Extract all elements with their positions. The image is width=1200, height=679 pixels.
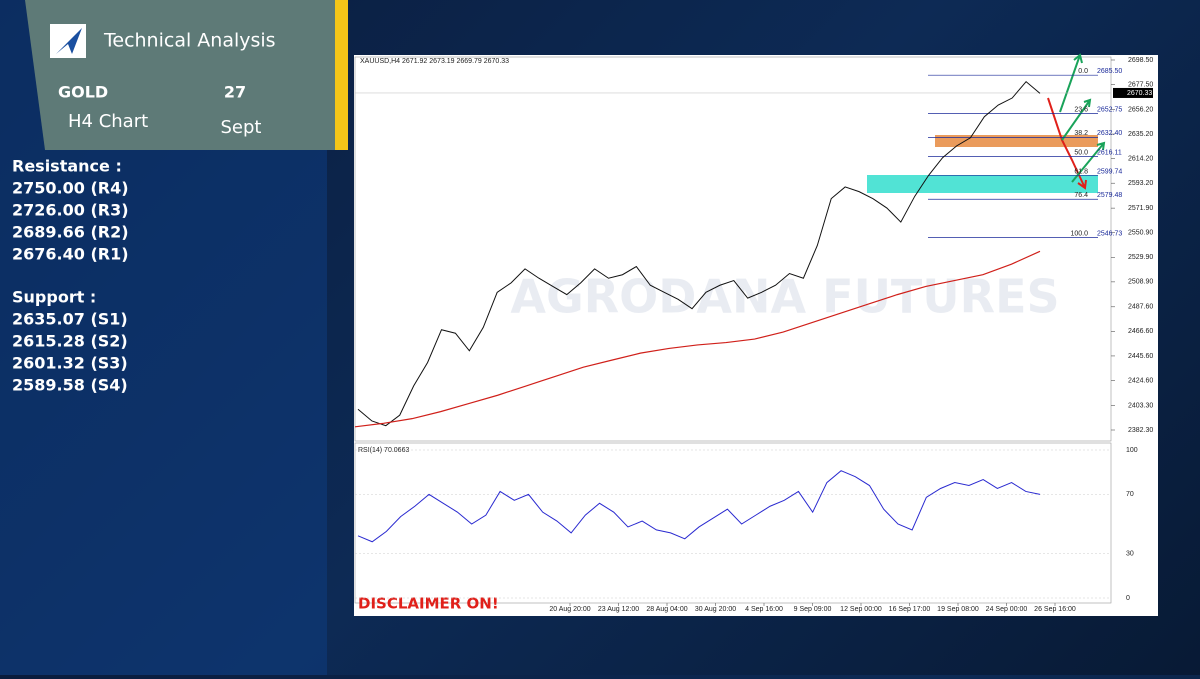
y-tick-label: 2571.90	[1128, 205, 1153, 212]
watermark: AGRODANA FUTURES	[510, 270, 1059, 324]
x-tick-label: 16 Sep 17:00	[889, 606, 931, 613]
fib-price: 2685.50	[1097, 68, 1122, 75]
x-tick-label: 26 Sep 16:00	[1034, 606, 1076, 613]
rsi-tick-label: 70	[1126, 491, 1134, 498]
y-tick-label: 2487.60	[1128, 304, 1153, 311]
timeframe: H4 Chart	[68, 111, 148, 132]
level: 2726.00 (R3)	[12, 201, 129, 220]
price-line	[357, 80, 1041, 427]
y-tick-label: 2424.60	[1128, 377, 1153, 384]
price-pane	[354, 56, 1112, 442]
level: 2601.32 (S3)	[12, 354, 128, 373]
current-price-tag	[1113, 87, 1153, 98]
y-tick-label: 2382.30	[1128, 427, 1153, 434]
y-tick-label: 2635.20	[1128, 131, 1153, 138]
rsi-line	[357, 470, 1041, 543]
logo-arrow	[56, 28, 82, 54]
day: 27	[224, 83, 246, 102]
moving-average	[354, 250, 1041, 428]
x-tick-label: 28 Aug 04:00	[646, 606, 687, 613]
fib-level: 38.2	[1074, 130, 1088, 137]
scenario-arrows	[1047, 53, 1106, 190]
symbol-line: XAUUSD,H4 2671.92 2673.19 2669.79 2670.3…	[360, 58, 509, 65]
current-price-label: 2670.33	[1127, 90, 1152, 97]
disclaimer: DISCLAIMER ON!	[358, 595, 499, 613]
y-tick-label: 2677.50	[1128, 81, 1153, 88]
x-tick-label: 24 Sep 00:00	[986, 606, 1028, 613]
level: 2589.58 (S4)	[12, 376, 128, 395]
y-tick-label: 2550.90	[1128, 230, 1153, 237]
fib-level: 0.0	[1078, 68, 1088, 75]
y-tick-label: 2508.90	[1128, 279, 1153, 286]
fib-level: 23.6	[1074, 106, 1088, 113]
brand: Technical Analysis	[103, 30, 276, 52]
y-tick-label: 2466.60	[1128, 328, 1153, 335]
logo	[50, 24, 86, 58]
y-tick-label: 2656.20	[1128, 106, 1153, 113]
rsi-tick-label: 100	[1126, 447, 1138, 454]
support-title: Support :	[12, 288, 96, 307]
fib-price: 2616.11	[1097, 149, 1122, 156]
rsi-pane	[354, 442, 1112, 604]
x-tick-label: 9 Sep 09:00	[794, 606, 832, 613]
fib-level: 100.0	[1070, 230, 1088, 237]
fib-level: 50.0	[1074, 149, 1088, 156]
y-tick-label: 2529.90	[1128, 254, 1153, 261]
level: 2615.28 (S2)	[12, 332, 128, 351]
x-tick-label: 30 Aug 20:00	[695, 606, 736, 613]
resistance-title: Resistance :	[12, 157, 122, 176]
level: 2635.07 (S1)	[12, 310, 128, 329]
fib-price: 2546.73	[1097, 230, 1122, 237]
rsi-tick-label: 0	[1126, 595, 1130, 602]
y-tick-label: 2403.30	[1128, 402, 1153, 409]
level: 2676.40 (R1)	[12, 245, 129, 264]
fib-price: 2579.48	[1097, 192, 1122, 199]
supply-zone	[935, 135, 1098, 147]
demand-zone	[867, 175, 1098, 193]
header-box	[25, 0, 335, 150]
x-tick-label: 12 Sep 00:00	[840, 606, 882, 613]
rsi-tick-label: 30	[1126, 550, 1134, 557]
level: 2689.66 (R2)	[12, 223, 129, 242]
x-tick-label: 23 Aug 12:00	[598, 606, 639, 613]
y-tick-label: 2593.20	[1128, 180, 1153, 187]
x-tick-label: 20 Aug 20:00	[549, 606, 590, 613]
chart-frame	[354, 55, 1158, 616]
y-tick-label: 2445.60	[1128, 353, 1153, 360]
fib-level: 61.8	[1074, 168, 1088, 175]
fib-price: 2652.75	[1097, 106, 1122, 113]
symbol: GOLD	[58, 83, 108, 102]
fib-level: 76.4	[1074, 192, 1088, 199]
fib-price: 2599.74	[1097, 168, 1122, 175]
month: Sept	[221, 117, 262, 138]
level: 2750.00 (R4)	[12, 179, 129, 198]
x-tick-label: 19 Sep 08:00	[937, 606, 979, 613]
rsi-label: RSI(14) 70.0663	[358, 447, 409, 454]
y-tick-label: 2698.50	[1128, 57, 1153, 64]
fib-price: 2632.40	[1097, 130, 1122, 137]
x-tick-label: 4 Sep 16:00	[745, 606, 783, 613]
y-tick-label: 2614.20	[1128, 155, 1153, 162]
